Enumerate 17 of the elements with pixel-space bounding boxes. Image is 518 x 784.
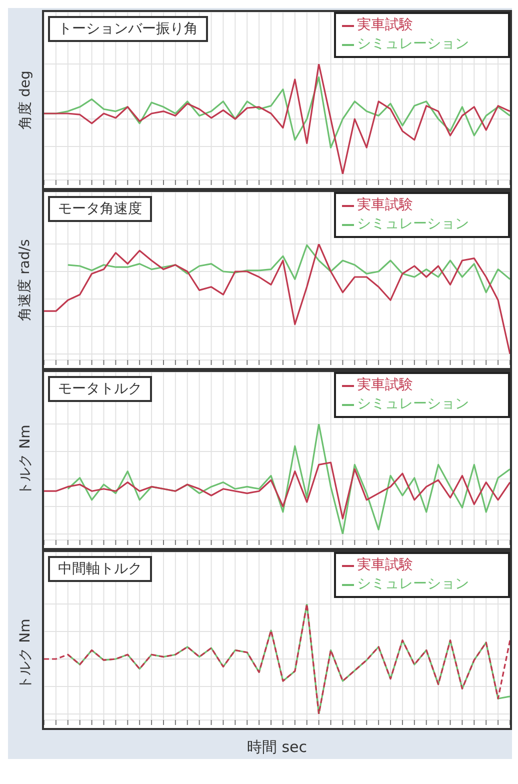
x-axis-title: 時間 sec [246, 738, 308, 757]
y-axis-title: 角速度 rad/s [16, 239, 34, 321]
y-axis-title: トルク Nm [16, 618, 34, 689]
chart-title: 中間軸トルク [48, 556, 152, 582]
legend-label: 実車試験 [357, 196, 413, 215]
legend-label: シミュレーション [357, 575, 469, 594]
legend-label: シミュレーション [357, 395, 469, 414]
chart-title: モータ角速度 [48, 196, 152, 222]
chart-title: モータトルク [48, 376, 152, 402]
y-axis-title: トルク Nm [16, 424, 34, 496]
chart-title: トーションバー振り角 [48, 16, 208, 42]
legend-label: シミュレーション [357, 215, 469, 234]
legend-label: シミュレーション [357, 35, 469, 54]
legend-label: 実車試験 [357, 16, 413, 35]
y-axis-title: 角度 deg [16, 70, 34, 130]
legend-label: 実車試験 [357, 376, 413, 395]
legend-label: 実車試験 [357, 556, 413, 575]
